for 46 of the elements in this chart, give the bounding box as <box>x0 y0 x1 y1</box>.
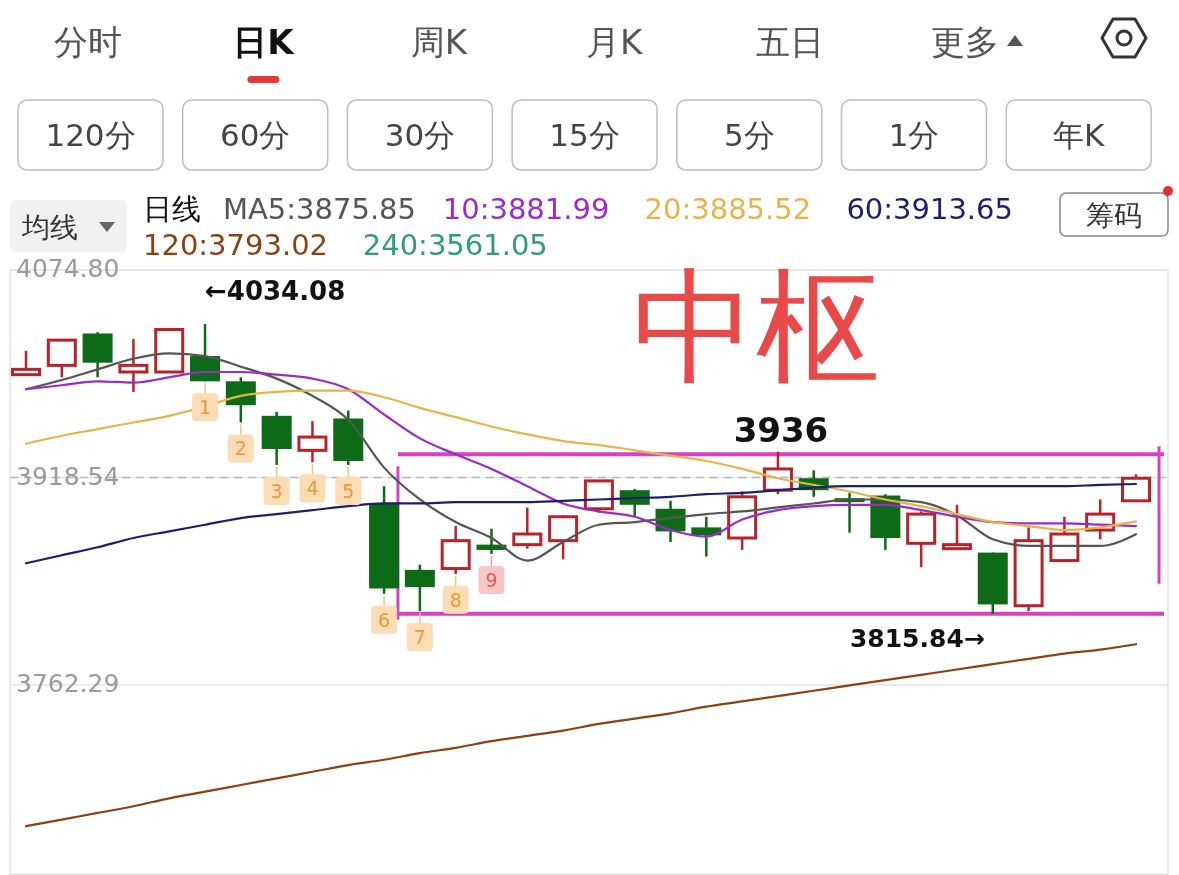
y-tick-label: 3918.54 <box>16 461 120 491</box>
dropdown: 均线 <box>10 200 127 252</box>
chart-title: 中枢 <box>632 255 880 399</box>
button: 30分 <box>346 99 494 171</box>
candlestick <box>154 328 185 374</box>
text: 60:3913.65 <box>846 192 1013 226</box>
annotation: ←4034.08 <box>205 276 346 307</box>
ref-line-label: 3936 <box>733 410 829 451</box>
button: 1分 <box>840 99 988 171</box>
text: 周K <box>410 22 469 62</box>
button: 120分 <box>17 99 164 171</box>
text: 1 <box>198 396 212 419</box>
text: 更多 <box>931 22 999 62</box>
text: 4 <box>306 477 319 500</box>
candlestick <box>440 524 471 576</box>
text: 7 <box>413 626 426 649</box>
text: 5 <box>342 479 355 502</box>
button: 15分 <box>511 99 658 171</box>
annotation: 3815.84→ <box>849 623 985 653</box>
candlestick <box>512 506 543 550</box>
text: 日K <box>233 22 296 62</box>
text: 6 <box>378 608 391 631</box>
candlestick <box>118 337 149 394</box>
text: 分时 <box>54 22 122 62</box>
button: 年K <box>1005 99 1152 171</box>
text: 10:3881.99 <box>442 192 610 226</box>
legend-label: 240:3561.05 <box>362 228 548 262</box>
text: 月K <box>586 22 645 62</box>
text: 20:3885.52 <box>644 192 812 226</box>
legend-title: 日线 <box>143 192 201 226</box>
text: 2 <box>234 437 247 460</box>
text: 3 <box>270 479 283 502</box>
button: 5分 <box>676 99 823 171</box>
y-tick-label: 3762.29 <box>16 669 120 699</box>
text: 8 <box>449 588 462 611</box>
button: 60分 <box>181 99 329 171</box>
button: 筹码 <box>1059 192 1169 237</box>
text: 五日 <box>755 22 824 62</box>
candlestick <box>1013 526 1044 613</box>
candlestick <box>941 503 972 551</box>
text: MA5:3875.85 <box>223 192 417 226</box>
text: 120:3793.02 <box>143 228 329 262</box>
candlestick <box>691 515 722 558</box>
y-tick-label: 4074.80 <box>16 254 120 283</box>
candlestick <box>297 419 328 464</box>
text: 9 <box>485 568 498 591</box>
